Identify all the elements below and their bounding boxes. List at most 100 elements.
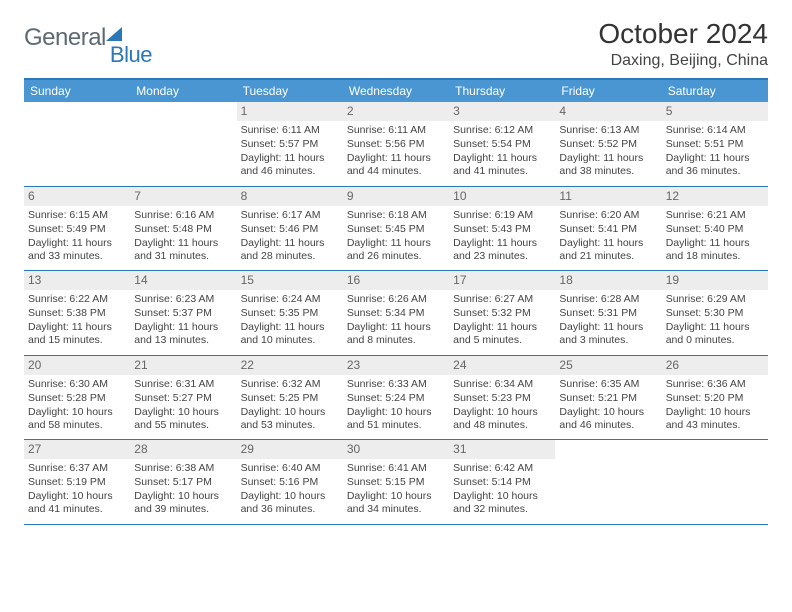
sunset-label: Sunset: 5:25 PM: [241, 392, 339, 405]
day-number: 7: [130, 187, 236, 206]
calendar-cell: 13Sunrise: 6:22 AMSunset: 5:38 PMDayligh…: [24, 271, 130, 355]
day-number: 16: [343, 271, 449, 290]
daylight-label: Daylight: 10 hours and 36 minutes.: [241, 490, 339, 516]
calendar-cell: 4Sunrise: 6:13 AMSunset: 5:52 PMDaylight…: [555, 102, 661, 186]
calendar-cell: 10 Sunrise: 6:19 AMSunset: 5:43 PMDayligh…: [449, 187, 555, 271]
daylight-label: Daylight: 11 hours and 38 minutes.: [559, 152, 657, 178]
sunset-label: Sunset: 5:15 PM: [347, 476, 445, 489]
sunset-label: Sunset: 5:24 PM: [347, 392, 445, 405]
day-number: 13: [24, 271, 130, 290]
calendar-cell: 17Sunrise: 6:27 AMSunset: 5:32 PMDayligh…: [449, 271, 555, 355]
header-bar: General Blue October 2024 Daxing, Beijin…: [24, 18, 768, 70]
sunset-label: Sunset: 5:31 PM: [559, 307, 657, 320]
daylight-label: Daylight: 11 hours and 3 minutes.: [559, 321, 657, 347]
sunrise-label: Sunrise: 6:17 AM: [241, 209, 339, 222]
sunrise-label: Sunrise: 6:23 AM: [134, 293, 232, 306]
day-number: 1: [237, 102, 343, 121]
calendar-cell: 7Sunrise: 6:16 AMSunset: 5:48 PMDaylight…: [130, 187, 236, 271]
sunset-label: Sunset: 5:51 PM: [666, 138, 764, 151]
calendar-cell: 16Sunrise: 6:26 AMSunset: 5:34 PMDayligh…: [343, 271, 449, 355]
day-number: 26: [662, 356, 768, 375]
sunrise-label: Sunrise: 6:35 AM: [559, 378, 657, 391]
calendar-cell: [555, 440, 661, 524]
sunset-label: Sunset: 5:21 PM: [559, 392, 657, 405]
calendar-cell: 27Sunrise: 6:37 AMSunset: 5:19 PMDayligh…: [24, 440, 130, 524]
day-number: 22: [237, 356, 343, 375]
day-number: 5: [662, 102, 768, 121]
sunset-label: Sunset: 5:17 PM: [134, 476, 232, 489]
daylight-label: Daylight: 11 hours and 13 minutes.: [134, 321, 232, 347]
day-number: 8: [237, 187, 343, 206]
daylight-label: Daylight: 10 hours and 41 minutes.: [28, 490, 126, 516]
sunrise-label: Sunrise: 6:20 AM: [559, 209, 657, 222]
sunset-label: Sunset: 5:48 PM: [134, 223, 232, 236]
calendar-cell: 6Sunrise: 6:15 AMSunset: 5:49 PMDaylight…: [24, 187, 130, 271]
sunset-label: Sunset: 5:43 PM: [453, 223, 551, 236]
calendar-cell: 14Sunrise: 6:23 AMSunset: 5:37 PMDayligh…: [130, 271, 236, 355]
logo: General Blue: [24, 18, 152, 68]
calendar-cell: 1Sunrise: 6:11 AMSunset: 5:57 PMDaylight…: [237, 102, 343, 186]
calendar: Sunday Monday Tuesday Wednesday Thursday…: [24, 78, 768, 525]
calendar-cell: 20Sunrise: 6:30 AMSunset: 5:28 PMDayligh…: [24, 356, 130, 440]
sunrise-label: Sunrise: 6:42 AM: [453, 462, 551, 475]
sunset-label: Sunset: 5:49 PM: [28, 223, 126, 236]
sunrise-label: Sunrise: 6:38 AM: [134, 462, 232, 475]
daylight-label: Daylight: 10 hours and 53 minutes.: [241, 406, 339, 432]
daylight-label: Daylight: 11 hours and 41 minutes.: [453, 152, 551, 178]
title-block: October 2024 Daxing, Beijing, China: [598, 18, 768, 70]
sunset-label: Sunset: 5:54 PM: [453, 138, 551, 151]
sunrise-label: Sunrise: 6:26 AM: [347, 293, 445, 306]
day-header: Thursday: [449, 80, 555, 102]
logo-word-1: General: [24, 24, 106, 52]
sunset-label: Sunset: 5:57 PM: [241, 138, 339, 151]
sunset-label: Sunset: 5:56 PM: [347, 138, 445, 151]
sunrise-label: Sunrise: 6:30 AM: [28, 378, 126, 391]
daylight-label: Daylight: 10 hours and 39 minutes.: [134, 490, 232, 516]
sunrise-label: Sunrise: 6:12 AM: [453, 124, 551, 137]
day-number: 3: [449, 102, 555, 121]
day-number: [555, 440, 661, 444]
sunset-label: Sunset: 5:52 PM: [559, 138, 657, 151]
daylight-label: Daylight: 11 hours and 21 minutes.: [559, 237, 657, 263]
sunrise-label: Sunrise: 6:15 AM: [28, 209, 126, 222]
calendar-cell: 9Sunrise: 6:18 AMSunset: 5:45 PMDaylight…: [343, 187, 449, 271]
day-number: 10: [449, 187, 555, 206]
calendar-cell: 30Sunrise: 6:41 AMSunset: 5:15 PMDayligh…: [343, 440, 449, 524]
sunrise-label: Sunrise: 6:37 AM: [28, 462, 126, 475]
daylight-label: Daylight: 11 hours and 23 minutes.: [453, 237, 551, 263]
daylight-label: Daylight: 10 hours and 51 minutes.: [347, 406, 445, 432]
calendar-cell: 31Sunrise: 6:42 AMSunset: 5:14 PMDayligh…: [449, 440, 555, 524]
calendar-cell: 28Sunrise: 6:38 AMSunset: 5:17 PMDayligh…: [130, 440, 236, 524]
calendar-cell: 3 Sunrise: 6:12 AMSunset: 5:54 PMDaylight…: [449, 102, 555, 186]
sunrise-label: Sunrise: 6:19 AM: [453, 209, 551, 222]
calendar-week: 6 Sunrise: 6:15 AMSunset: 5:49 PM Daylight…: [24, 187, 768, 272]
day-number: 24: [449, 356, 555, 375]
calendar-cell: 11Sunrise: 6:20 AMSunset: 5:41 PMDayligh…: [555, 187, 661, 271]
daylight-label: Daylight: 11 hours and 18 minutes.: [666, 237, 764, 263]
day-number: 31: [449, 440, 555, 459]
calendar-cell: 8Sunrise: 6:17 AMSunset: 5:46 PMDaylight…: [237, 187, 343, 271]
day-number: 6: [24, 187, 130, 206]
daylight-label: Daylight: 11 hours and 31 minutes.: [134, 237, 232, 263]
day-header: Wednesday: [343, 80, 449, 102]
sunset-label: Sunset: 5:19 PM: [28, 476, 126, 489]
sunset-label: Sunset: 5:23 PM: [453, 392, 551, 405]
daylight-label: Daylight: 11 hours and 36 minutes.: [666, 152, 764, 178]
sunset-label: Sunset: 5:40 PM: [666, 223, 764, 236]
day-header: Monday: [130, 80, 236, 102]
calendar-body: 1Sunrise: 6:11 AMSunset: 5:57 PMDaylight…: [24, 102, 768, 525]
sunrise-label: Sunrise: 6:11 AM: [241, 124, 339, 137]
day-number: [130, 102, 236, 106]
sunrise-label: Sunrise: 6:11 AM: [347, 124, 445, 137]
sunset-label: Sunset: 5:27 PM: [134, 392, 232, 405]
sunrise-label: Sunrise: 6:24 AM: [241, 293, 339, 306]
calendar-week: 1Sunrise: 6:11 AMSunset: 5:57 PMDaylight…: [24, 102, 768, 187]
sunrise-label: Sunrise: 6:28 AM: [559, 293, 657, 306]
daylight-label: Daylight: 10 hours and 58 minutes.: [28, 406, 126, 432]
day-number: 30: [343, 440, 449, 459]
sunrise-label: Sunrise: 6:21 AM: [666, 209, 764, 222]
calendar-cell: 12Sunrise: 6:21 AMSunset: 5:40 PMDayligh…: [662, 187, 768, 271]
day-number: 11: [555, 187, 661, 206]
sunset-label: Sunset: 5:38 PM: [28, 307, 126, 320]
daylight-label: Daylight: 10 hours and 46 minutes.: [559, 406, 657, 432]
